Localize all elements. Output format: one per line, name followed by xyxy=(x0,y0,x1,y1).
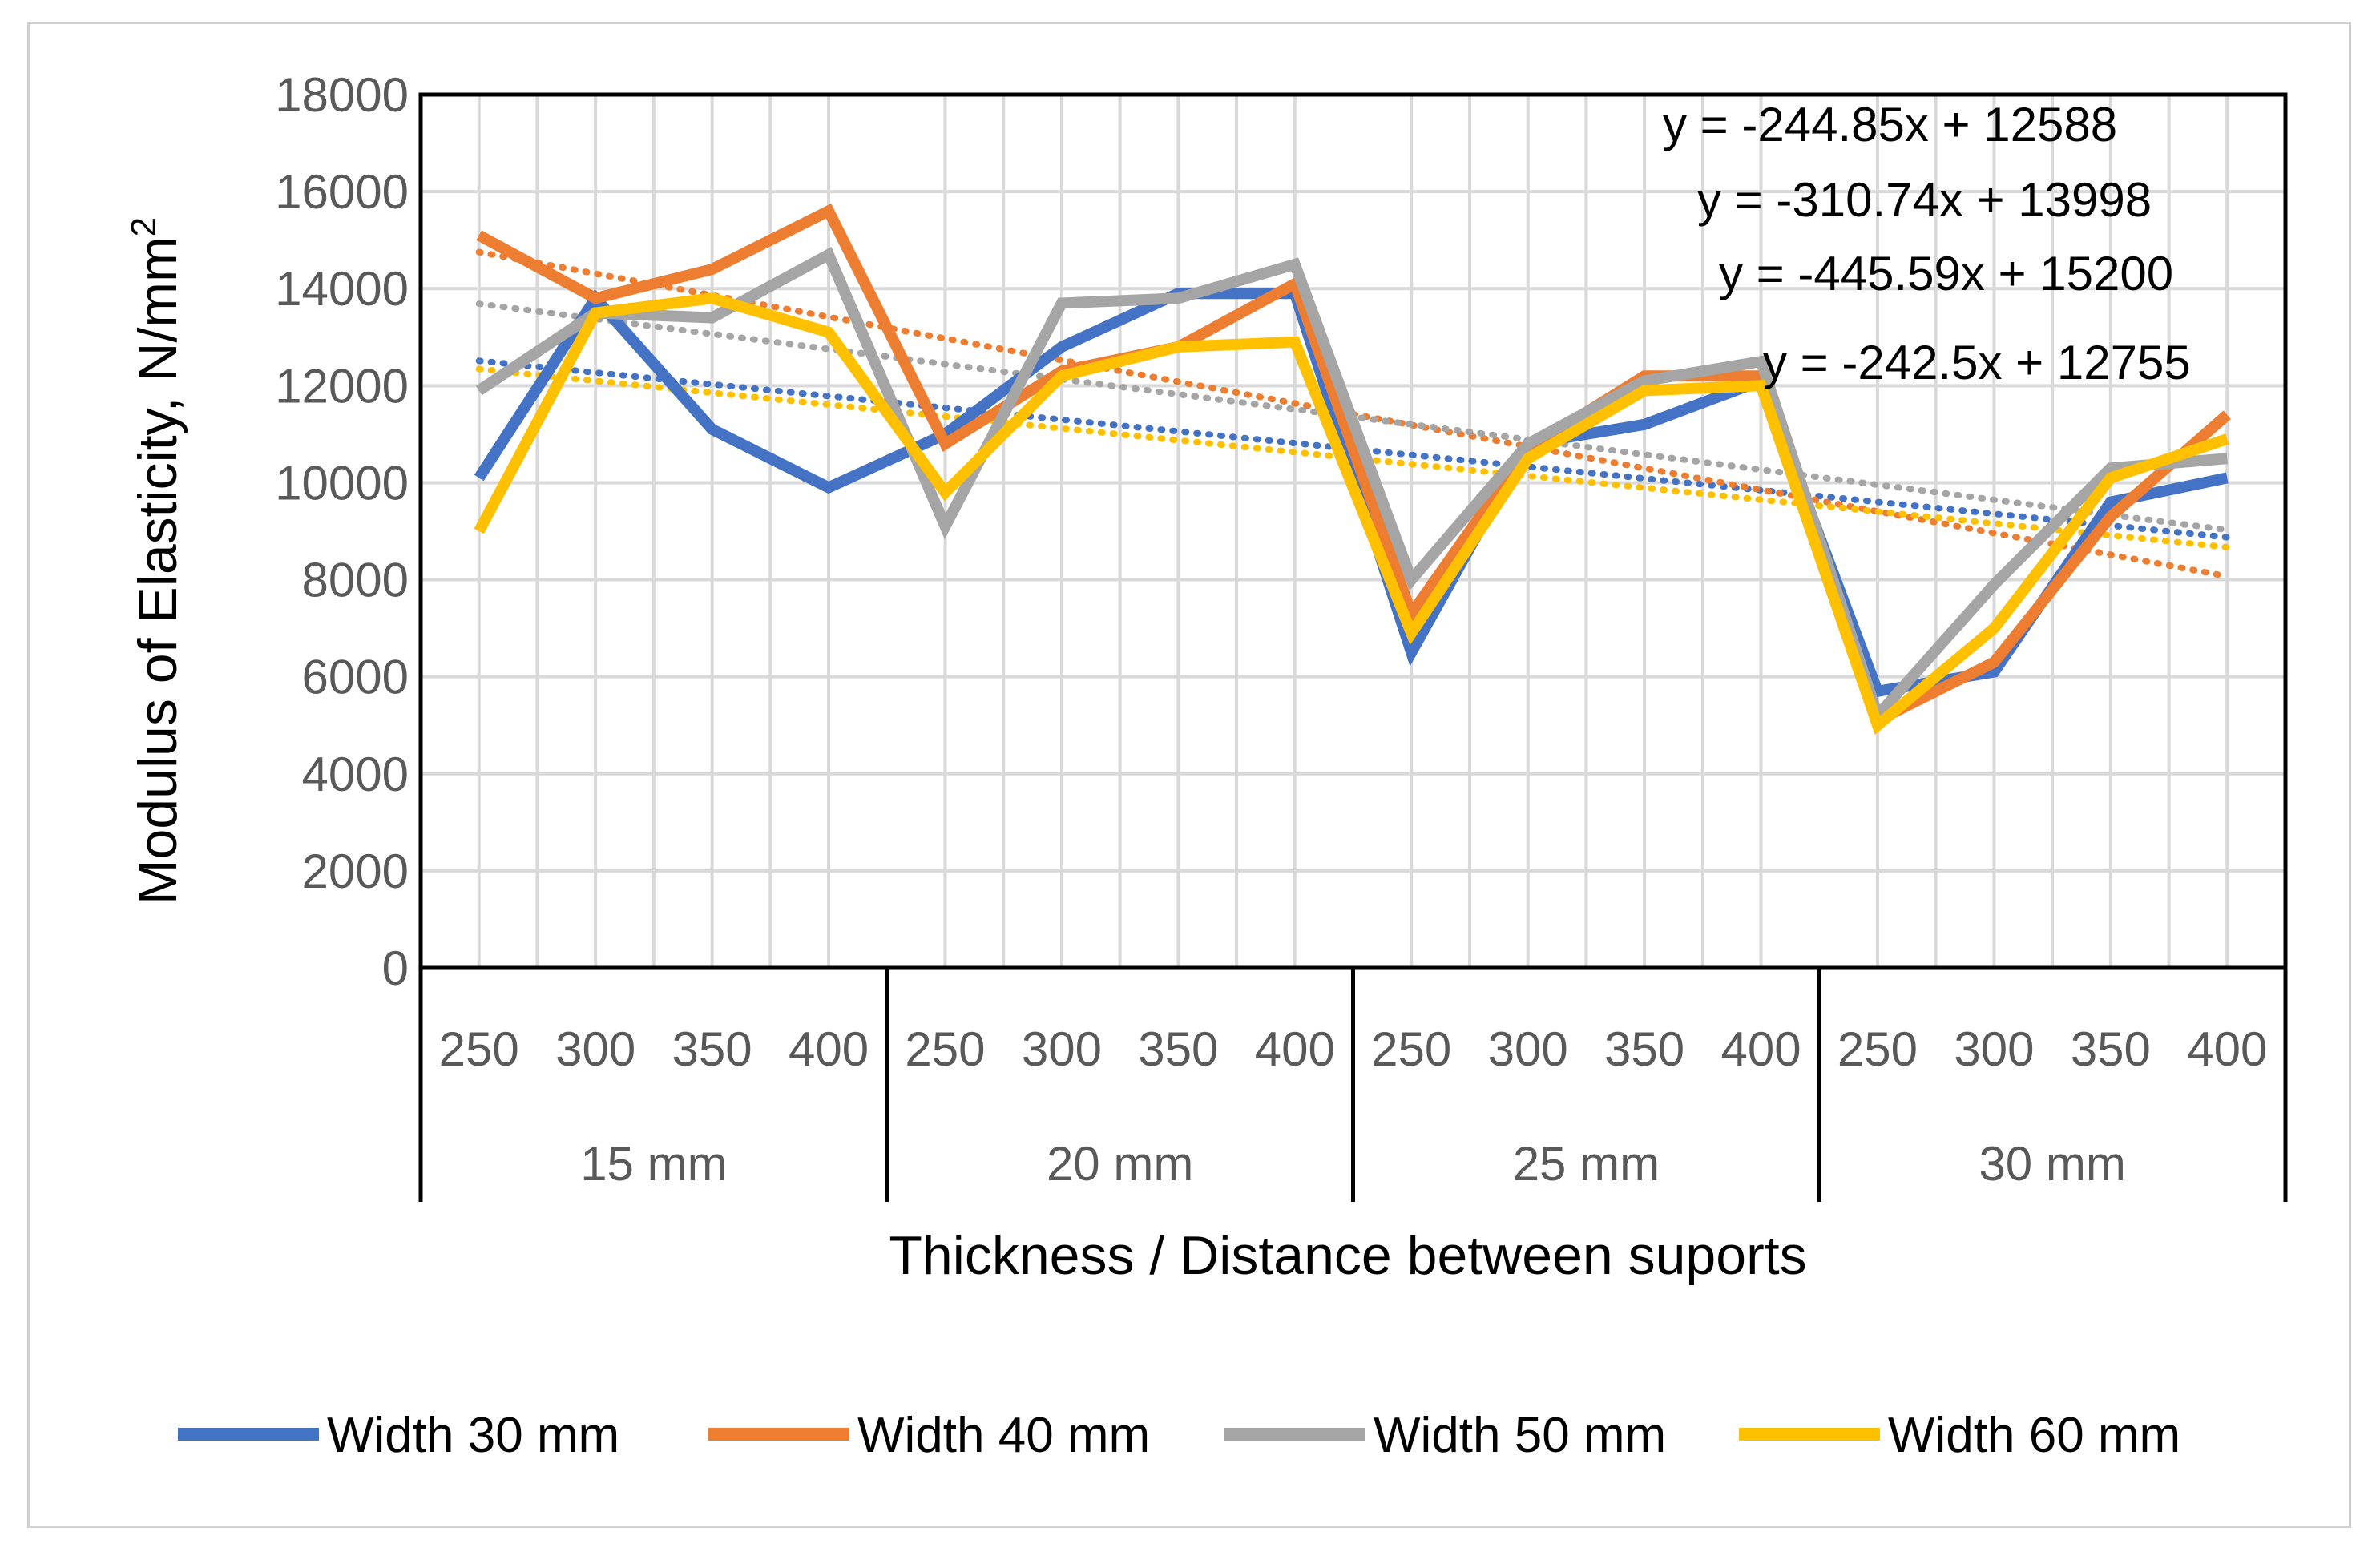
x-axis-title: Thickness / Distance between suports xyxy=(889,1225,1806,1286)
y-tick-label: 0 xyxy=(382,941,409,995)
series-line xyxy=(475,246,2228,727)
x-tick-label: 250 xyxy=(1837,1022,1918,1076)
x-tick-label: 350 xyxy=(1138,1022,1218,1076)
x-tick-label: 400 xyxy=(789,1022,869,1076)
group-label: 15 mm xyxy=(580,1137,727,1191)
legend-label: Width 40 mm xyxy=(857,1408,1150,1463)
y-tick-label: 6000 xyxy=(302,651,409,704)
x-tick-label: 250 xyxy=(439,1022,519,1076)
x-tick-label: 250 xyxy=(1371,1022,1451,1076)
x-tick-label: 400 xyxy=(1255,1022,1335,1076)
legend-label: Width 30 mm xyxy=(327,1408,619,1463)
series-line xyxy=(476,203,2231,729)
trend-equation: y = -310.74x + 13998 xyxy=(1697,173,2152,227)
x-tick-label: 350 xyxy=(672,1022,752,1076)
legend-label: Width 50 mm xyxy=(1374,1408,1666,1463)
y-axis-title: Modulus of Elasticity, N/mm2 xyxy=(124,217,188,905)
y-tick-label: 10000 xyxy=(275,456,409,510)
x-tick-labels: 250 300 350 400 250 300 350 400 250 300 350 400 250 3… xyxy=(439,1022,2268,1191)
x-tick-label: 300 xyxy=(555,1022,635,1076)
series-lines xyxy=(474,203,2231,736)
y-tick-label: 16000 xyxy=(275,165,409,219)
x-tick-label: 300 xyxy=(1488,1022,1568,1076)
x-tick-label: 350 xyxy=(2071,1022,2151,1076)
x-tick-label: 300 xyxy=(1954,1022,2034,1076)
trend-equation: y = -242.5x + 12755 xyxy=(1763,336,2191,389)
group-label: 25 mm xyxy=(1513,1137,1660,1191)
y-tick-label: 2000 xyxy=(302,845,409,898)
axes xyxy=(418,92,2288,1202)
x-tick-label: 250 xyxy=(905,1022,985,1076)
y-tick-label: 12000 xyxy=(275,359,409,413)
legend: Width 30 mm Width 40 mm Width 50 mm Width 6… xyxy=(178,1408,2180,1463)
trend-equations: y = -244.85x + 12588 y = -310.74x + 13998… xyxy=(1663,98,2191,389)
y-tick-label: 4000 xyxy=(302,748,409,801)
x-tick-label: 350 xyxy=(1604,1022,1684,1076)
legend-label: Width 60 mm xyxy=(1888,1408,2180,1463)
y-tick-label: 14000 xyxy=(275,262,409,316)
y-tick-labels: 0 2000 4000 6000 8000 10000 12000 14000 16000 180… xyxy=(275,68,409,995)
y-tick-label: 8000 xyxy=(302,554,409,607)
trend-equation: y = -445.59x + 15200 xyxy=(1719,247,2173,300)
y-tick-label: 18000 xyxy=(275,68,409,122)
x-tick-label: 400 xyxy=(2187,1022,2267,1076)
group-label: 20 mm xyxy=(1047,1137,1193,1191)
series-line xyxy=(474,292,2229,736)
trend-equation: y = -244.85x + 12588 xyxy=(1663,98,2117,151)
group-label: 30 mm xyxy=(1979,1137,2125,1191)
x-tick-label: 300 xyxy=(1022,1022,1102,1076)
chart-frame xyxy=(27,22,2351,1528)
gridlines xyxy=(421,95,2285,968)
x-tick-label: 400 xyxy=(1720,1022,1801,1076)
